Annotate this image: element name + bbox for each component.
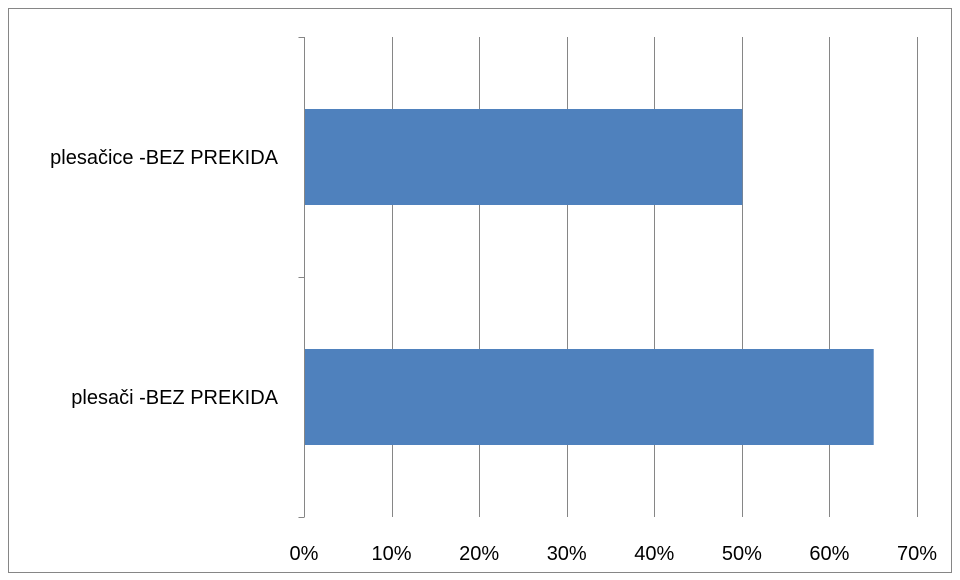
axes	[298, 37, 305, 518]
x-tick-label: 40%	[634, 543, 674, 565]
x-tick-label: 0%	[290, 543, 319, 565]
x-tick-label: 30%	[547, 543, 587, 565]
x-tick-label: 20%	[459, 543, 499, 565]
x-tick-label: 50%	[722, 543, 762, 565]
category-label: plesačice -BEZ PREKIDA	[50, 147, 279, 169]
bar	[304, 109, 743, 205]
bar	[304, 349, 874, 445]
bars	[304, 109, 874, 445]
x-tick-label: 70%	[897, 543, 937, 565]
x-tick-label: 60%	[809, 543, 849, 565]
x-tick-label: 10%	[372, 543, 412, 565]
labels: plesačice -BEZ PREKIDA plesači -BEZ PREKI…	[50, 147, 937, 565]
category-label: plesači -BEZ PREKIDA	[71, 387, 278, 409]
